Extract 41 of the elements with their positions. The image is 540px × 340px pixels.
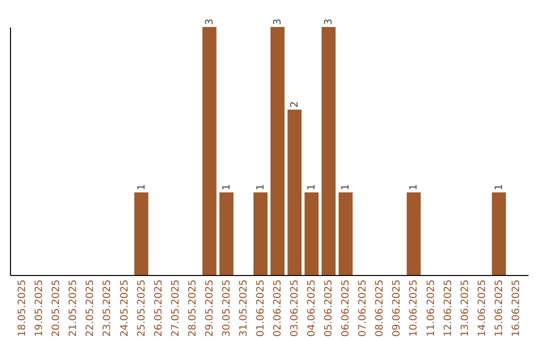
x-tick-label: 14.06.2025 bbox=[476, 280, 488, 337]
x-tick-label: 15.06.2025 bbox=[494, 280, 505, 337]
x-tick-label: 19.05.2025 bbox=[34, 280, 46, 337]
x-tick-label: 22.05.2025 bbox=[85, 280, 96, 337]
x-tick-label: 28.05.2025 bbox=[187, 280, 198, 337]
x-tick-label: 10.06.2025 bbox=[408, 280, 420, 337]
x-tick-label: 04.06.2025 bbox=[306, 280, 318, 337]
data-label: 1 bbox=[340, 184, 352, 190]
x-tick-label: 01.06.2025 bbox=[255, 280, 266, 337]
x-tick-label: 20.05.2025 bbox=[51, 280, 62, 337]
x-tick-label: 26.05.2025 bbox=[153, 280, 164, 337]
data-label: 3 bbox=[272, 18, 284, 25]
x-tick-label: 03.06.2025 bbox=[290, 280, 301, 337]
data-label: 2 bbox=[290, 101, 301, 108]
x-tick-label: 11.06.2025 bbox=[426, 280, 437, 337]
x-tick-label: 18.05.2025 bbox=[17, 280, 28, 337]
x-tick-label: 07.06.2025 bbox=[358, 280, 369, 337]
data-label: 1 bbox=[408, 184, 420, 190]
x-tick-label: 05.06.2025 bbox=[324, 280, 335, 337]
x-tick-label: 24.05.2025 bbox=[119, 280, 130, 337]
x-tick-label: 08.06.2025 bbox=[374, 280, 386, 337]
x-tick-label: 06.06.2025 bbox=[340, 280, 352, 337]
data-label: 1 bbox=[221, 184, 232, 190]
x-tick-label: 02.06.2025 bbox=[272, 280, 284, 337]
x-tick-label: 12.06.2025 bbox=[442, 280, 454, 337]
data-label: 1 bbox=[136, 184, 148, 190]
x-tick-label: 25.05.2025 bbox=[136, 280, 148, 337]
x-tick-label: 16.06.2025 bbox=[510, 280, 522, 337]
data-label: 1 bbox=[306, 184, 318, 190]
data-label: 3 bbox=[204, 18, 216, 25]
data-label: 1 bbox=[255, 184, 266, 190]
data-label: 3 bbox=[324, 18, 335, 25]
x-tick-label: 29.05.2025 bbox=[204, 280, 216, 337]
x-tick-label: 23.05.2025 bbox=[102, 280, 114, 337]
x-tick-label: 30.05.2025 bbox=[221, 280, 232, 337]
x-tick-label: 09.06.2025 bbox=[392, 280, 403, 337]
x-tick-label: 27.05.2025 bbox=[170, 280, 182, 337]
x-tick-label: 21.05.2025 bbox=[68, 280, 80, 337]
x-tick-label: 13.06.2025 bbox=[460, 280, 471, 337]
x-tick-label: 31.05.2025 bbox=[238, 280, 250, 337]
data-label: 1 bbox=[494, 184, 505, 190]
